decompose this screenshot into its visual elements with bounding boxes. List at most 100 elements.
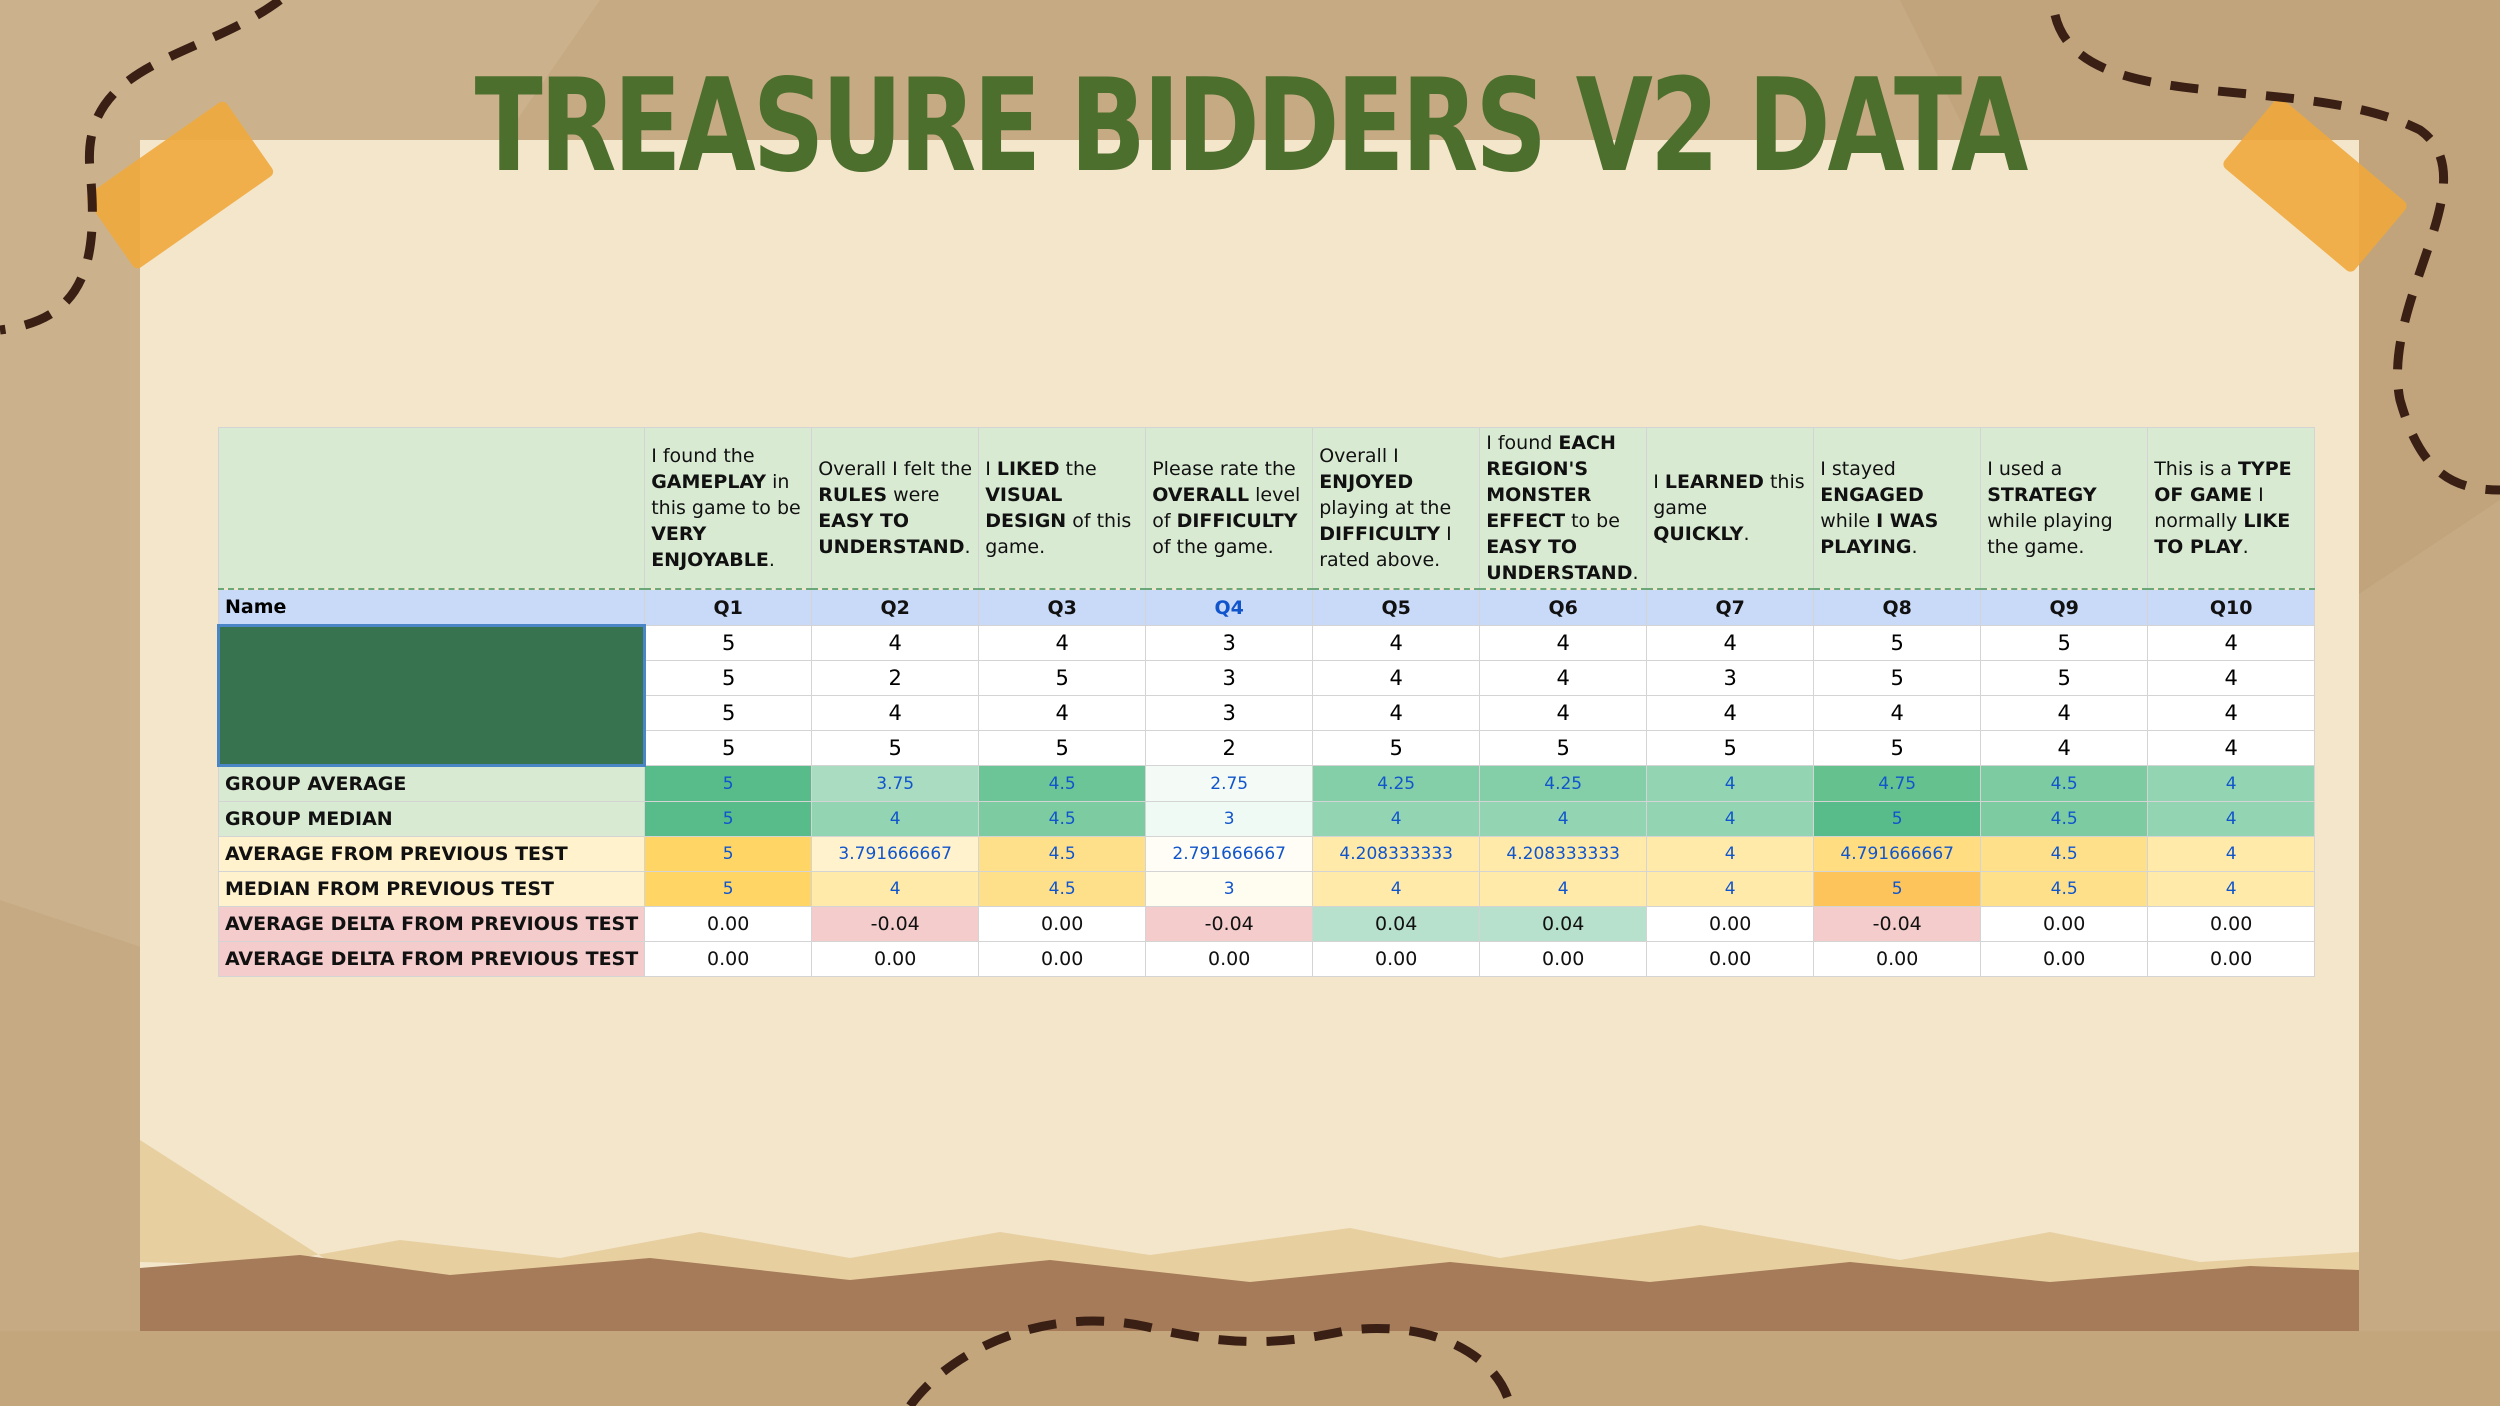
torn-edge: [140, 1255, 2359, 1331]
score-cell: 5: [1980, 625, 2149, 661]
question-text: LEARNED: [1664, 471, 1764, 493]
question-text: VERY ENJOYABLE: [651, 523, 769, 571]
question-text: of this game.: [985, 510, 1132, 558]
question-text: EASY TO UNDERSTAND: [1486, 536, 1633, 584]
question-label: Q6: [1479, 588, 1648, 626]
summary-cell: 0.00: [1479, 941, 1648, 977]
question-cell: I found the GAMEPLAY in this game to be …: [644, 427, 813, 590]
summary-cell: 4: [811, 801, 980, 837]
name-cell: [216, 624, 647, 767]
question-cell: I LEARNED this game QUICKLY.: [1646, 427, 1815, 590]
summary-cell: 0.00: [978, 906, 1147, 942]
question-text: I: [1653, 471, 1665, 493]
question-label: Q10: [2147, 588, 2316, 626]
summary-cell: -0.04: [1145, 906, 1314, 942]
question-text: while playing the game.: [1987, 510, 2113, 558]
summary-label: GROUP MEDIAN: [217, 801, 646, 837]
score-cell: 2: [1145, 730, 1314, 766]
question-text: were: [887, 484, 940, 506]
score-cell: 4: [1479, 625, 1648, 661]
question-text: EACH REGION'S MONSTER EFFECT: [1486, 432, 1616, 532]
question-cell: I found EACH REGION'S MONSTER EFFECT to …: [1479, 427, 1648, 590]
summary-label: AVERAGE DELTA FROM PREVIOUS TEST: [217, 906, 646, 942]
summary-row: MEDIAN FROM PREVIOUS TEST 5 4 4.5 3 4 4 4 5 4.5 4: [217, 871, 2316, 907]
score-cell: 4: [1646, 625, 1815, 661]
question-label: Q3: [978, 588, 1147, 626]
question-cell: Overall I ENJOYED playing at the DIFFICU…: [1312, 427, 1481, 590]
summary-cell: 4.5: [1980, 801, 2149, 837]
summary-cell: 0.00: [2147, 906, 2316, 942]
score-cell: 4: [978, 695, 1147, 731]
question-text: Please rate the: [1152, 458, 1296, 480]
score-cell: 5: [644, 625, 813, 661]
question-text: TYPE OF GAME: [2154, 458, 2292, 506]
summary-cell: 0.00: [978, 941, 1147, 977]
score-cell: 4: [1813, 695, 1982, 731]
question-text: QUICKLY: [1653, 523, 1744, 545]
blank-cell: [217, 427, 646, 590]
question-text: GAMEPLAY: [651, 471, 767, 493]
summary-cell: 0.00: [1646, 941, 1815, 977]
score-cell: 5: [1312, 730, 1481, 766]
summary-cell: 4: [1646, 836, 1815, 872]
score-cell: 4: [1312, 625, 1481, 661]
score-cell: 4: [1980, 730, 2149, 766]
summary-cell: 3.75: [811, 765, 980, 802]
summary-cell: 4.5: [1980, 765, 2149, 802]
summary-cell: 4.5: [978, 801, 1147, 837]
summary-cell: 4.5: [978, 836, 1147, 872]
summary-cell: 0.04: [1479, 906, 1648, 942]
summary-cell: 4: [2147, 836, 2316, 872]
summary-row: AVERAGE DELTA FROM PREVIOUS TEST 0.00 -0.0…: [217, 906, 2316, 942]
summary-cell: 5: [644, 765, 813, 802]
question-text: ENJOYED: [1319, 471, 1414, 493]
question-label: Q1: [644, 588, 813, 626]
question-text: this game: [1653, 471, 1805, 519]
score-cell: 5: [644, 660, 813, 696]
summary-label: AVERAGE FROM PREVIOUS TEST: [217, 836, 646, 872]
question-text: I used a: [1987, 458, 2063, 480]
score-cell: 5: [1813, 660, 1982, 696]
question-cell: I stayed ENGAGED while I WAS PLAYING.: [1813, 427, 1982, 590]
summary-cell: 4.25: [1479, 765, 1648, 802]
score-cell: 5: [978, 660, 1147, 696]
summary-cell: 4.5: [978, 765, 1147, 802]
summary-cell: 4.25: [1312, 765, 1481, 802]
question-text: I stayed: [1820, 458, 1896, 480]
question-label: Q5: [1312, 588, 1481, 626]
question-text: to be: [1565, 510, 1620, 532]
question-text: .: [768, 549, 775, 571]
question-text: .: [1743, 523, 1750, 545]
summary-cell: 4.208333333: [1479, 836, 1648, 872]
summary-cell: 4: [1646, 871, 1815, 907]
summary-cell: 4: [1312, 871, 1481, 907]
summary-cell: 4.5: [1980, 871, 2149, 907]
question-text: .: [1911, 536, 1918, 558]
summary-cell: 4: [1646, 765, 1815, 802]
score-cell: 4: [1646, 695, 1815, 731]
summary-cell: 4: [1479, 871, 1648, 907]
summary-row: GROUP AVERAGE 5 3.75 4.5 2.75 4.25 4.25 4 4.75 4.…: [217, 765, 2316, 802]
name-header: Name: [217, 588, 646, 626]
score-cell: 4: [1312, 695, 1481, 731]
summary-cell: 0.00: [811, 941, 980, 977]
question-text: .: [964, 536, 971, 558]
summary-cell: 5: [1813, 871, 1982, 907]
summary-cell: 4: [1646, 801, 1815, 837]
score-cell: 4: [811, 695, 980, 731]
summary-label: GROUP AVERAGE: [217, 765, 646, 802]
summary-cell: -0.04: [811, 906, 980, 942]
summary-row: AVERAGE FROM PREVIOUS TEST 5 3.791666667 4.…: [217, 836, 2316, 872]
question-cell: I LIKED the VISUAL DESIGN of this game.: [978, 427, 1147, 590]
question-text: VISUAL DESIGN: [985, 484, 1067, 532]
question-text: playing at the: [1319, 497, 1452, 519]
summary-cell: 0.00: [1646, 906, 1815, 942]
summary-cell: 4.75: [1813, 765, 1982, 802]
summary-cell: 5: [1813, 801, 1982, 837]
data-table: I found the GAMEPLAY in this game to be …: [216, 427, 2316, 977]
score-cell: 5: [1479, 730, 1648, 766]
question-row: I found the GAMEPLAY in this game to be …: [217, 427, 2316, 590]
